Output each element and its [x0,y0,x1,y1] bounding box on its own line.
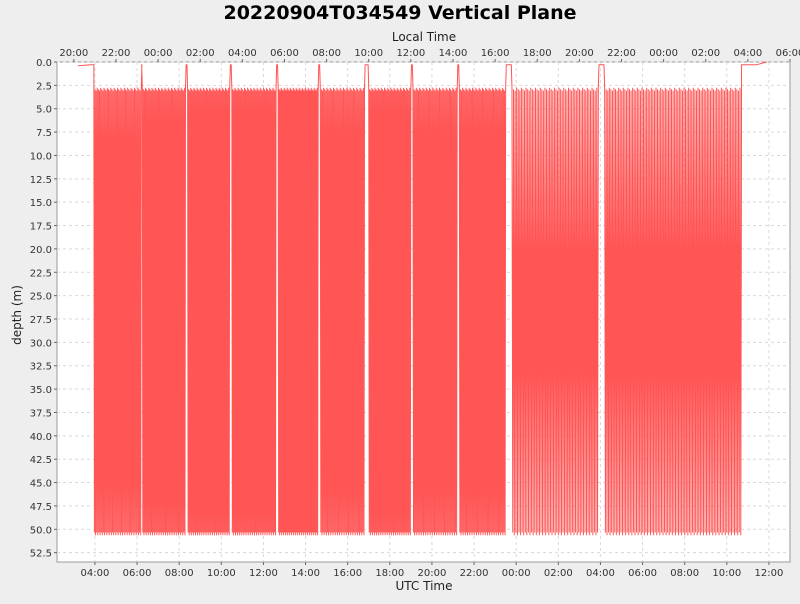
y-tick-label: 32.5 [30,362,52,373]
utc-tick-label: 06:00 [628,568,657,579]
utc-tick-label: 04:00 [80,568,109,579]
y-tick-label: 12.5 [30,175,52,186]
y-axis-label: depth (m) [10,285,24,345]
local-tick-label: 06:00 [776,48,800,59]
local-tick-label: 20:00 [59,48,88,59]
y-tick-label: 5.0 [36,105,52,116]
y-tick-label: 22.5 [30,268,52,279]
y-tick-label: 0.0 [36,58,52,69]
utc-tick-label: 00:00 [502,568,531,579]
local-tick-label: 08:00 [312,48,341,59]
y-axis-ticks: 0.0 2.5 5.0 7.5 10.0 12.5 15.0 17.5 20.0 22.5 25.0… [30,58,57,560]
utc-tick-label: 10:00 [207,568,236,579]
local-tick-label: 02:00 [691,48,720,59]
depth-line [78,61,767,536]
local-tick-label: 00:00 [144,48,173,59]
local-tick-label: 06:00 [270,48,299,59]
utc-tick-label: 12:00 [249,568,278,579]
y-tick-label: 27.5 [30,315,52,326]
y-tick-label: 37.5 [30,408,52,419]
y-tick-label: 30.0 [30,338,52,349]
local-tick-label: 22:00 [102,48,131,59]
utc-tick-label: 22:00 [460,568,489,579]
y-tick-label: 45.0 [30,479,52,490]
utc-tick-label: 08:00 [670,568,699,579]
depth-series [78,61,767,536]
utc-tick-label: 20:00 [418,568,447,579]
local-tick-label: 16:00 [481,48,510,59]
utc-tick-label: 08:00 [165,568,194,579]
y-tick-label: 17.5 [30,222,52,233]
local-tick-label: 22:00 [607,48,636,59]
local-tick-label: 04:00 [733,48,762,59]
utc-tick-label: 04:00 [586,568,615,579]
utc-tick-label: 06:00 [123,568,152,579]
local-time-axis: 20:00 22:00 00:00 02:00 04:00 06:00 08:00 10:00… [59,48,800,62]
utc-tick-label: 12:00 [755,568,784,579]
utc-tick-label: 10:00 [712,568,741,579]
y-tick-label: 15.0 [30,198,52,209]
y-tick-label: 20.0 [30,245,52,256]
top-axis-label: Local Time [392,30,456,44]
utc-tick-label: 14:00 [291,568,320,579]
utc-time-axis: 04:00 06:00 08:00 10:00 12:00 14:00 16:00 18:00… [80,562,783,579]
local-tick-label: 12:00 [396,48,425,59]
local-tick-label: 18:00 [523,48,552,59]
y-tick-label: 25.0 [30,292,52,303]
y-tick-label: 7.5 [36,128,52,139]
local-tick-label: 14:00 [439,48,468,59]
y-tick-label: 52.5 [30,549,52,560]
y-tick-label: 50.0 [30,525,52,536]
y-tick-label: 2.5 [36,81,52,92]
local-tick-label: 02:00 [186,48,215,59]
local-tick-label: 04:00 [228,48,257,59]
x-axis-label: UTC Time [396,579,453,593]
chart-title: 20220904T034549 Vertical Plane [223,2,576,24]
local-tick-label: 10:00 [354,48,383,59]
y-tick-label: 42.5 [30,455,52,466]
utc-tick-label: 18:00 [375,568,404,579]
utc-tick-label: 02:00 [544,568,573,579]
y-tick-label: 35.0 [30,385,52,396]
local-tick-label: 20:00 [565,48,594,59]
y-tick-label: 47.5 [30,502,52,513]
y-tick-label: 10.0 [30,151,52,162]
y-tick-label: 40.0 [30,432,52,443]
utc-tick-label: 16:00 [333,568,362,579]
local-tick-label: 00:00 [649,48,678,59]
